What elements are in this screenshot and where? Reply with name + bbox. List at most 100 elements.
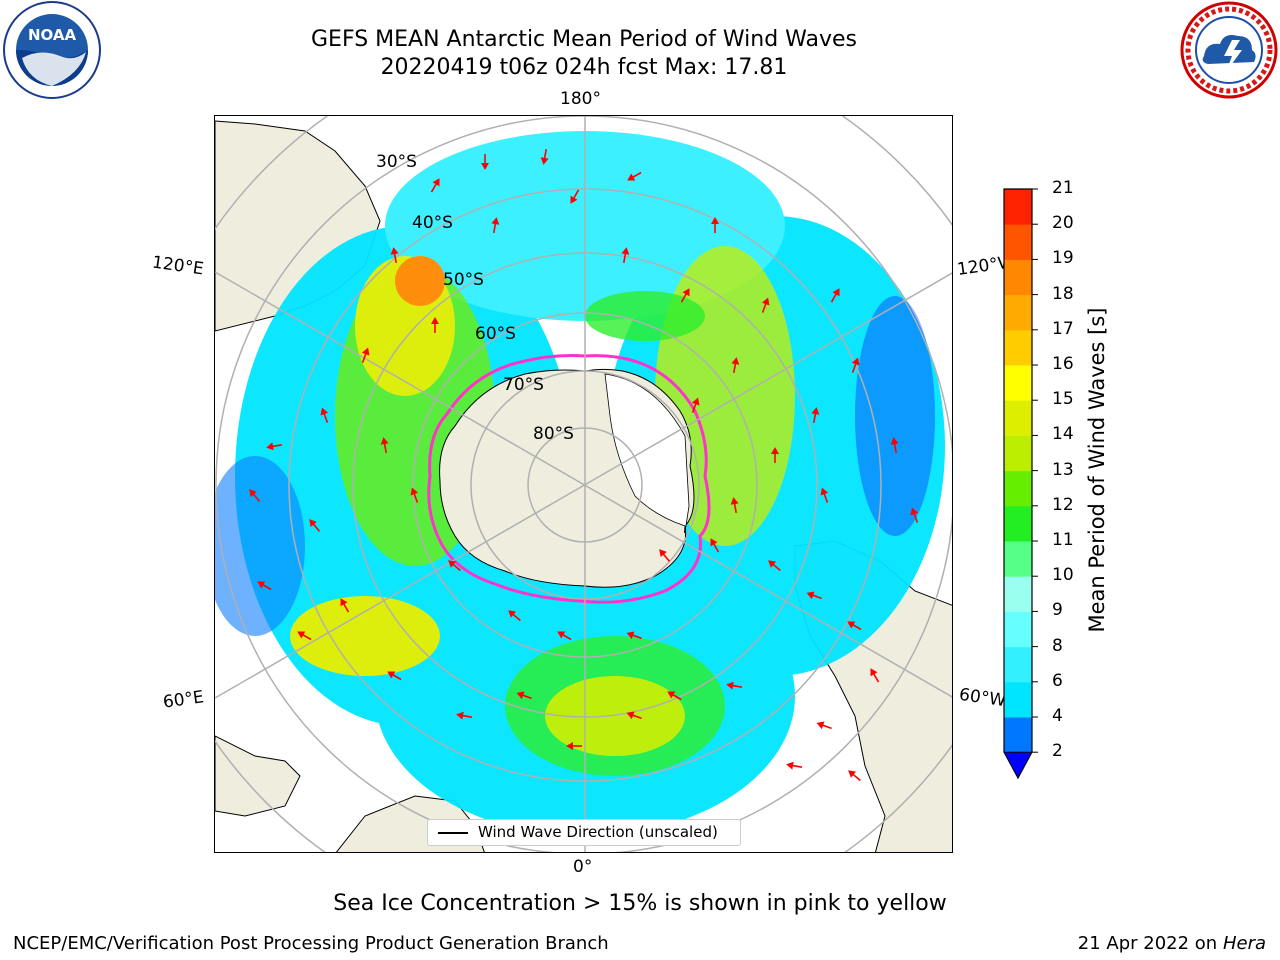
footer-organization: NCEP/EMC/Verification Post Processing Pr… [13,933,609,954]
colorbar-segment [1004,329,1032,366]
colorbar-segment [1004,435,1032,472]
wave-direction-arrow [710,538,720,553]
colorbar-tick-label: 14 [1052,424,1074,445]
wave-direction-arrow [771,447,779,463]
colorbar-segment [1004,470,1032,507]
colorbar-tick-labels: 2 4 6 8 9 10 11 12 13 14 15 16 17 18 19 20 21 [1052,0,1112,960]
wave-direction-arrow [320,407,329,423]
wave-direction-arrow [621,247,630,264]
colorbar-tick-label: 16 [1052,354,1074,374]
polar-map [214,115,953,853]
wave-direction-arrow [870,668,880,683]
wave-direction-arrow [380,437,389,454]
wave-direction-arrow [481,154,489,170]
footer-host: Hera [1222,933,1266,954]
colorbar-segment [1004,259,1032,296]
wave-direction-arrow [730,497,739,514]
lat-label-60s: 60°S [475,324,516,344]
colorbar-segment [1004,541,1032,577]
colorbar-segment [1004,189,1032,225]
colorbar-segment [1004,294,1032,331]
map-legend: Wind Wave Direction (unscaled) [427,819,741,846]
wave-direction-arrow [731,357,740,374]
wave-direction-arrow [626,711,642,720]
colorbar-tick-label: 10 [1052,565,1074,586]
wave-direction-arrow [816,721,832,730]
wave-direction-arrow [659,549,671,562]
africa-land [215,735,301,817]
wave-direction-arrow [431,317,439,333]
wave-direction-arrow [557,631,572,641]
wave-direction-arrow [540,148,549,165]
colorbar-tick-label: 18 [1052,283,1074,304]
colorbar-tick-label: 13 [1052,459,1074,480]
colorbar-segment [1004,224,1032,260]
map-subtitle: 20220419 t06z 024h fcst Max: 17.81 [380,55,788,80]
wave-direction-arrow [297,631,312,641]
wave-direction-arrow [667,691,682,701]
footer-date: 21 Apr 2022 on Hera [1078,933,1266,954]
graticule [215,116,952,852]
wave-direction-arrow [626,631,642,640]
wave-direction-arrow [680,288,690,303]
wave-direction-arrow [691,397,700,413]
wave-direction-arrow [786,761,803,770]
wave-direction-arrow [851,357,860,373]
wave-direction-arrow [410,487,419,503]
wave-direction-arrow [448,560,461,572]
wave-direction-arrow [806,591,822,600]
wave-direction-arrow [249,489,261,502]
wave-direction-arrow [847,621,862,631]
noaa-logo: NOAA [0,0,104,104]
wave-direction-arrow [491,217,500,234]
colorbar-title: Mean Period of Wind Waves [s] [1085,307,1109,633]
wave-direction-arrow [266,442,283,451]
lon-label-60e: 60°E [161,687,206,713]
wave-direction-arrow [711,217,719,233]
lat-label-50s: 50°S [443,270,484,290]
wind-wave-arrows [249,148,919,782]
colorbar-segment [1004,505,1032,542]
colorbar-tick-label: 6 [1052,670,1063,691]
colorbar-tick-label: 19 [1052,248,1074,269]
wave-direction-arrow [830,288,840,303]
wave-direction-arrow [309,519,321,532]
wave-direction-arrow [726,681,743,690]
sea-ice-note: Sea Ice Concentration > 15% is shown in … [333,891,947,916]
colorbar-tick-label: 15 [1052,389,1074,410]
legend-label: Wind Wave Direction (unscaled) [478,823,718,841]
lat-label-30s: 30°S [376,152,417,172]
colorbar-tick-label: 12 [1052,494,1074,515]
wave-direction-arrow [508,610,521,622]
wave-direction-arrow [566,742,582,750]
colorbar-tick-label: 21 [1052,178,1074,198]
footer-date-text: 21 Apr 2022 on [1077,933,1223,954]
wave-direction-arrow [811,407,820,424]
wave-direction-arrow [848,770,861,782]
lon-label-120e: 120°E [150,252,205,280]
colorbar [1000,185,1070,785]
colorbar-segment [1004,576,1032,612]
sea-ice-edge [427,354,711,604]
wave-direction-arrow [430,178,440,193]
wave-direction-arrow [890,437,899,454]
wave-direction-arrow [570,189,580,204]
colorbar-tick-label: 11 [1052,530,1074,550]
colorbar-segment [1004,681,1032,718]
legend-line-sample [438,832,468,834]
wave-period-field [215,131,945,836]
ice-shelf [604,373,690,533]
wave-direction-arrow [361,347,370,363]
colorbar-segment [1004,646,1032,683]
wave-direction-arrow [627,171,642,181]
wave-direction-arrow [768,560,781,572]
wave-direction-arrow [820,487,829,503]
nws-logo [1178,0,1280,102]
colorbar-segment [1004,611,1032,648]
lon-label-0: 0° [573,857,593,877]
wave-direction-arrow [390,247,399,264]
wave-direction-arrow [910,507,919,523]
colorbar-tick-label: 4 [1052,706,1063,726]
colorbar-segment [1004,365,1032,401]
map-title: GEFS MEAN Antarctic Mean Period of Wind … [311,27,857,52]
